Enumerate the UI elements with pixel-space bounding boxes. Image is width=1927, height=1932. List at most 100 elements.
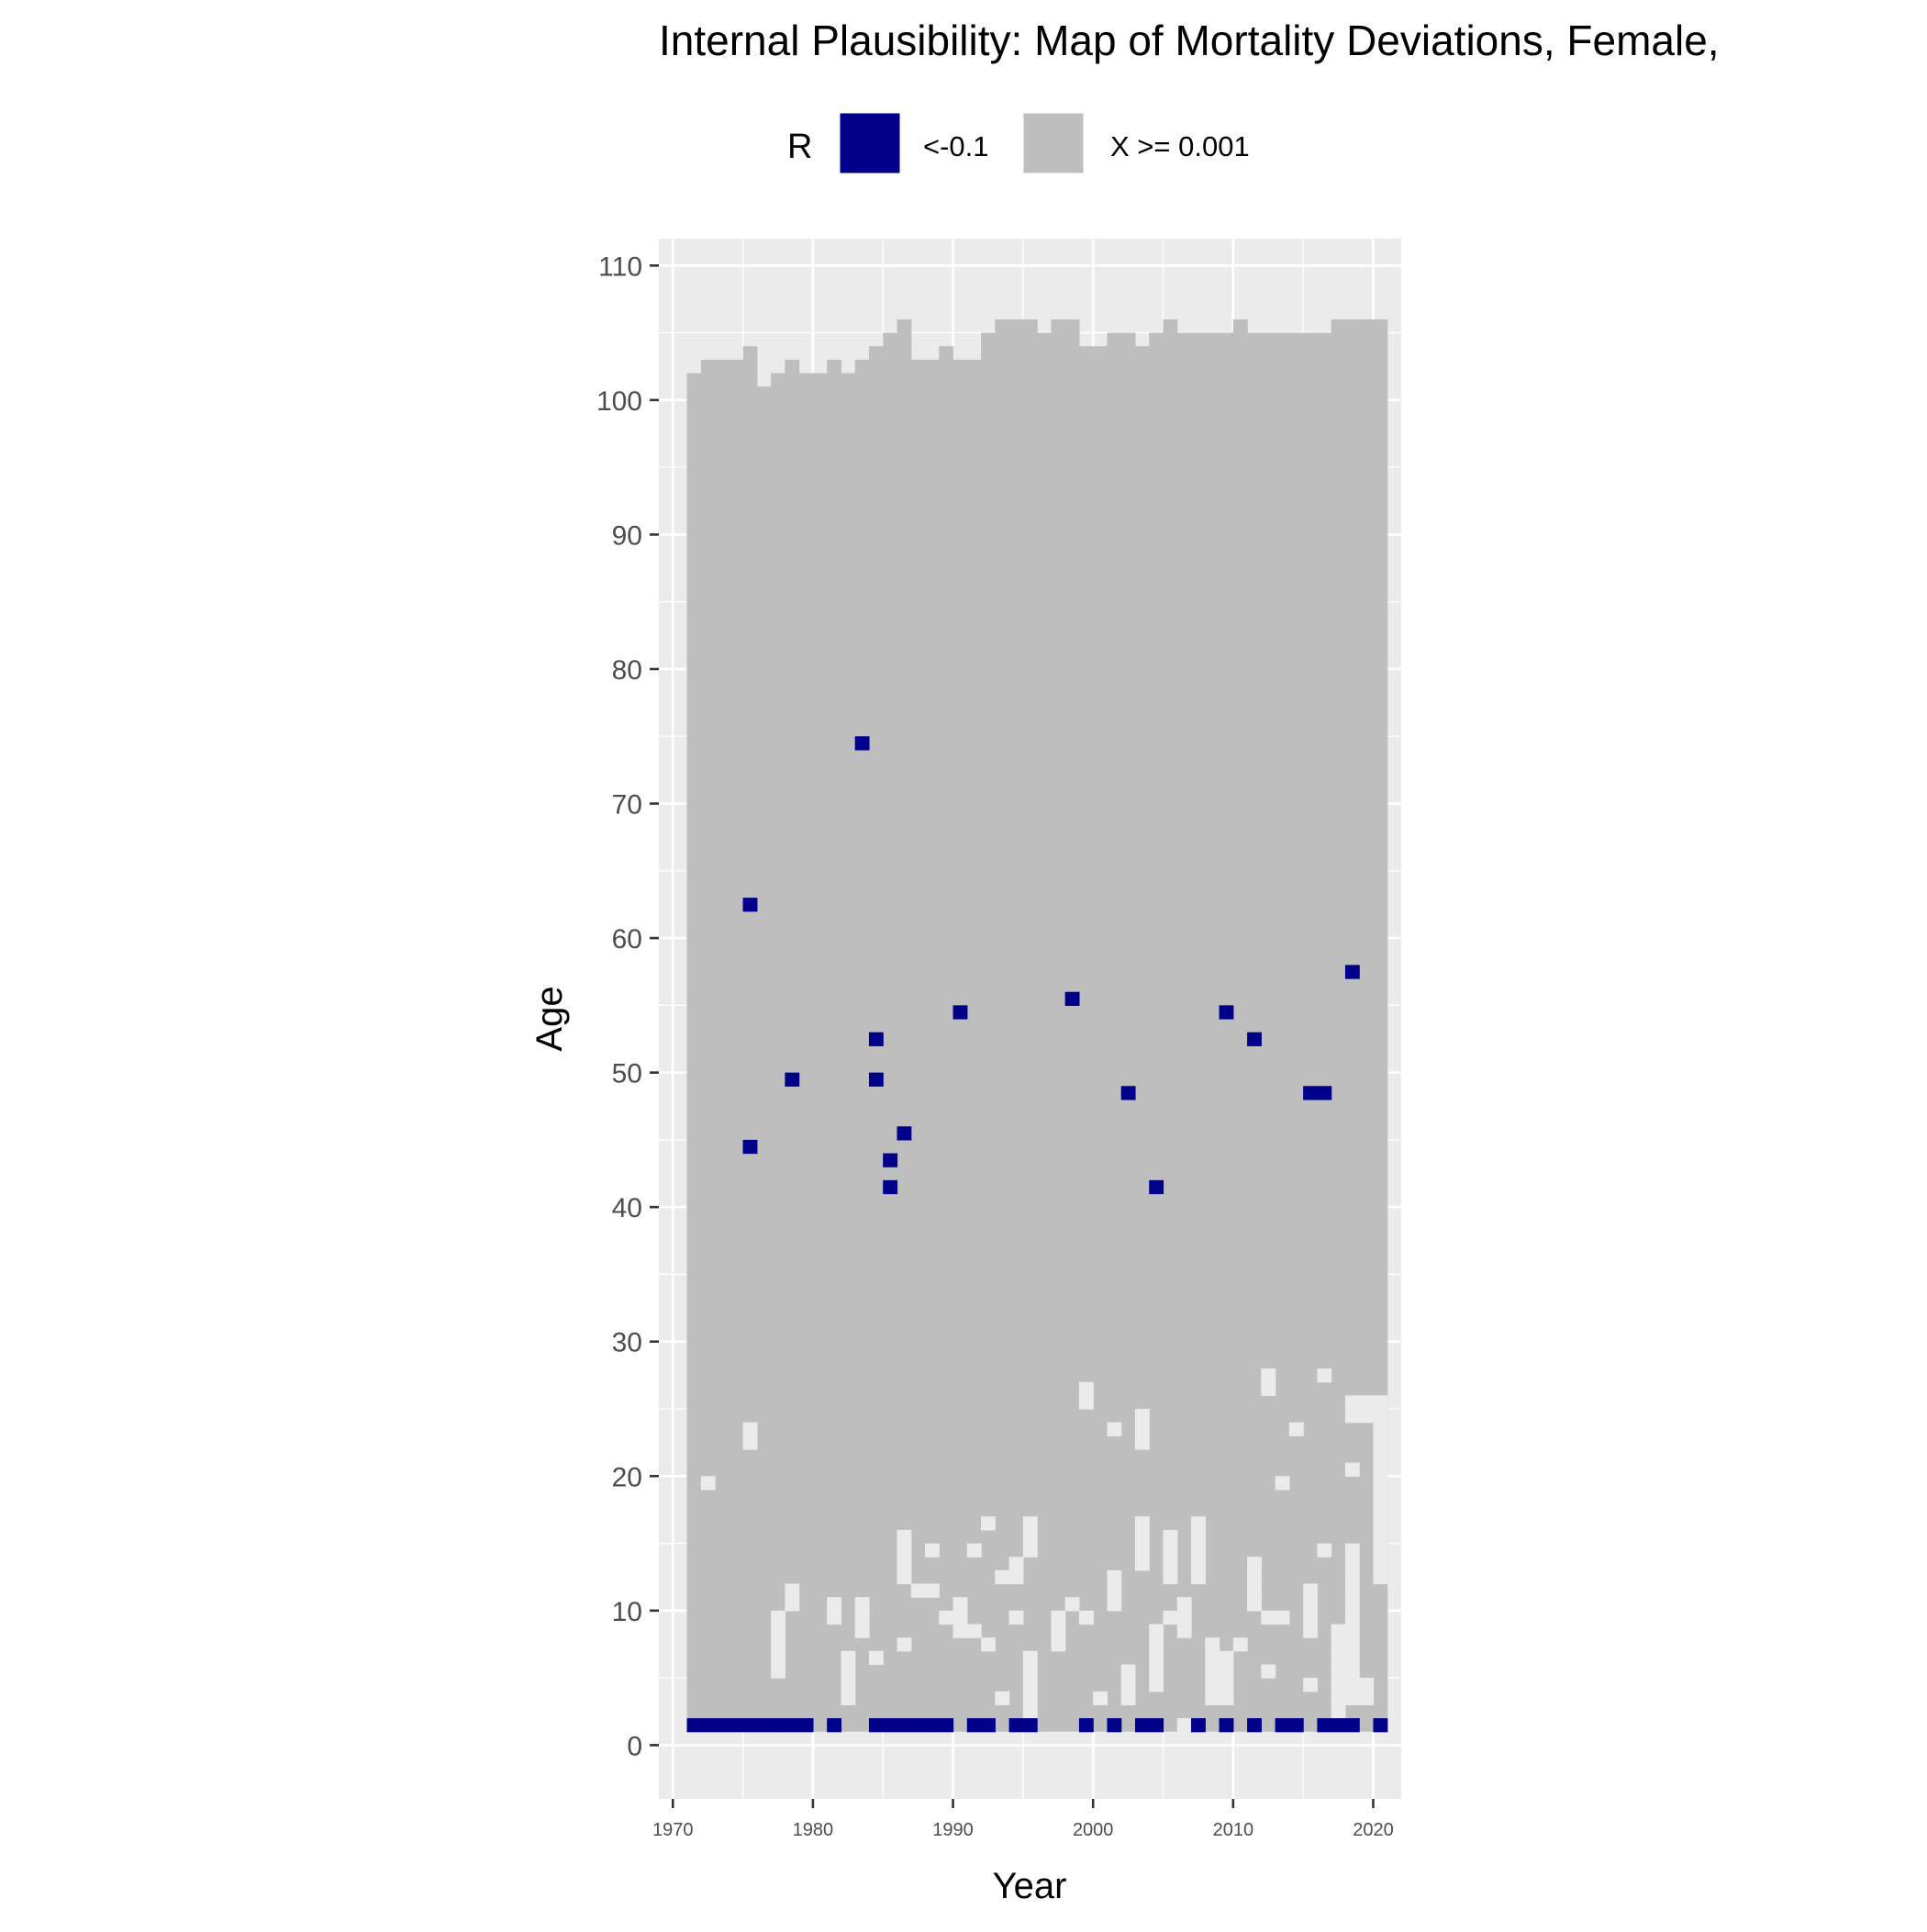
deviation-cell — [686, 1718, 702, 1733]
missing-cell — [1317, 1368, 1332, 1383]
missing-cell — [827, 1610, 842, 1625]
missing-cell — [1051, 1610, 1066, 1625]
missing-cell — [1275, 1610, 1290, 1625]
axes: 0 10 20 30 40 50 60 70 80 90 100 110 1970 1980 1990 200… — [596, 251, 1394, 1840]
plausible-cell-column — [1176, 332, 1192, 1732]
missing-cell — [897, 1569, 912, 1585]
legend-title: R — [787, 128, 812, 166]
missing-cell — [1022, 1650, 1038, 1666]
plausible-cell-column — [1078, 346, 1094, 1732]
missing-cell — [1261, 1381, 1276, 1396]
missing-cell — [1219, 1678, 1234, 1692]
missing-cell — [1022, 1678, 1038, 1692]
missing-cell — [1247, 1557, 1262, 1571]
missing-cell — [1163, 1557, 1178, 1571]
missing-cell — [1359, 1409, 1375, 1424]
missing-cell — [1344, 1462, 1360, 1477]
missing-cell — [841, 1678, 856, 1692]
missing-cell — [1373, 1395, 1388, 1410]
missing-cell — [1359, 1678, 1375, 1692]
y-tick-label: 20 — [612, 1462, 642, 1492]
missing-cell — [1344, 1678, 1360, 1692]
plausible-cell-column — [1275, 332, 1290, 1732]
missing-cell — [771, 1637, 785, 1652]
missing-cell — [1344, 1557, 1360, 1571]
plausible-cell-column — [715, 359, 730, 1732]
deviation-cell — [756, 1718, 772, 1733]
deviation-cell — [952, 1005, 968, 1020]
missing-cell — [1344, 1610, 1360, 1625]
missing-cell — [1191, 1516, 1206, 1531]
legend-swatch-deviation — [837, 110, 903, 176]
plausible-cell-column — [854, 359, 870, 1732]
deviation-cell — [1219, 1005, 1234, 1020]
missing-cell — [1373, 1557, 1388, 1571]
y-tick-label: 0 — [627, 1731, 642, 1761]
missing-cell — [771, 1664, 785, 1679]
deviation-cell — [1288, 1718, 1304, 1733]
missing-cell — [1331, 1691, 1346, 1706]
missing-cell — [1078, 1610, 1094, 1625]
missing-cell — [1261, 1368, 1276, 1383]
missing-cell — [1134, 1543, 1150, 1558]
missing-cell — [1247, 1583, 1262, 1598]
missing-cell — [939, 1610, 954, 1625]
missing-cell — [1232, 1637, 1248, 1652]
deviation-cell — [883, 1179, 898, 1195]
deviation-cell — [910, 1718, 926, 1733]
plausible-cell-column — [1134, 346, 1150, 1732]
plausible-cell-column — [897, 318, 912, 1732]
deviation-cell — [715, 1718, 730, 1733]
missing-cell — [1247, 1569, 1262, 1585]
missing-cell — [1149, 1678, 1164, 1692]
missing-cell — [1303, 1597, 1319, 1612]
missing-cell — [1331, 1664, 1346, 1679]
y-tick-label: 80 — [612, 655, 642, 686]
missing-cell — [1331, 1650, 1346, 1666]
plausible-cell-column — [1261, 332, 1276, 1732]
deviation-cell — [1247, 1718, 1262, 1733]
deviation-cell — [1344, 1718, 1360, 1733]
missing-cell — [1373, 1529, 1388, 1545]
missing-cell — [897, 1529, 912, 1545]
deviation-cell — [742, 1139, 758, 1155]
chart-title: Internal Plausibility: Map of Mortality … — [659, 17, 1720, 64]
plausible-cell-column — [1022, 318, 1038, 1732]
plausible-cell-column — [1373, 318, 1388, 1732]
deviation-cell — [1120, 1086, 1136, 1100]
missing-cell — [827, 1597, 842, 1612]
y-tick-label: 60 — [612, 924, 642, 955]
missing-cell — [897, 1637, 912, 1652]
deviation-cell — [897, 1718, 912, 1733]
missing-cell — [1344, 1650, 1360, 1666]
missing-cell — [1303, 1624, 1319, 1638]
missing-cell — [1373, 1489, 1388, 1504]
plausible-cell-column — [966, 359, 982, 1732]
plausible-cell-column — [1205, 332, 1220, 1732]
plausible-cell-column — [1344, 318, 1360, 1732]
plausible-cell-column — [798, 373, 814, 1732]
deviation-cell — [700, 1718, 716, 1733]
missing-cell — [1247, 1597, 1262, 1612]
missing-cell — [1205, 1691, 1220, 1706]
plausible-cell-column — [1191, 332, 1206, 1732]
missing-cell — [700, 1476, 716, 1491]
missing-cell — [1176, 1624, 1192, 1638]
missing-cell — [1120, 1678, 1136, 1692]
plausible-cell-column — [981, 332, 996, 1732]
missing-cell — [1107, 1422, 1122, 1436]
deviation-cell — [1331, 1718, 1346, 1733]
missing-cell — [1359, 1691, 1375, 1706]
plausible-cell-column — [729, 359, 744, 1732]
deviation-cell — [868, 1072, 884, 1087]
deviation-cell — [729, 1718, 744, 1733]
plausible-cell-column — [1064, 318, 1080, 1732]
missing-cell — [771, 1624, 785, 1638]
x-axis-label: Year — [993, 1866, 1067, 1906]
missing-cell — [995, 1569, 1010, 1585]
deviation-cell — [939, 1718, 954, 1733]
missing-cell — [1303, 1583, 1319, 1598]
deviation-cell — [1149, 1718, 1164, 1733]
missing-cell — [1373, 1462, 1388, 1477]
missing-cell — [1191, 1543, 1206, 1558]
